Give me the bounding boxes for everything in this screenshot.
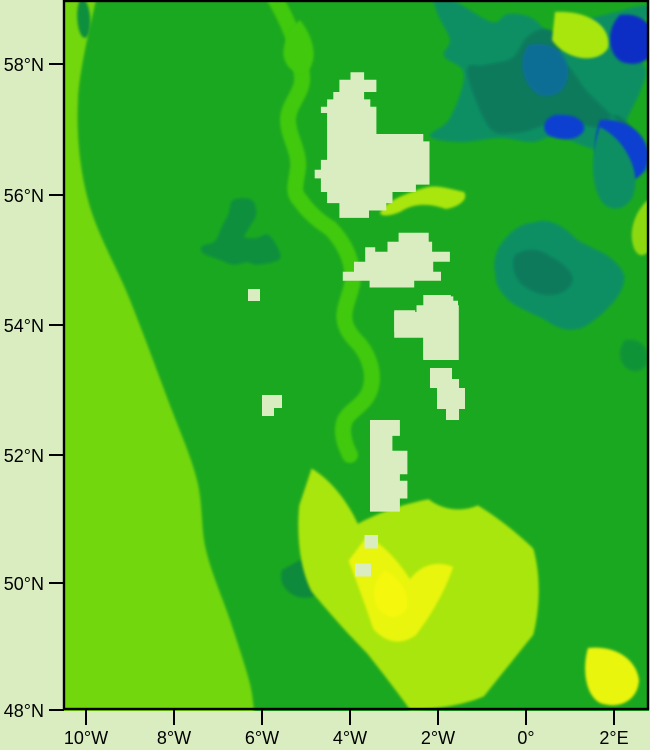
svg-text:4°W: 4°W [333, 728, 367, 748]
svg-text:10°W: 10°W [64, 728, 108, 748]
svg-text:8°W: 8°W [157, 728, 191, 748]
svg-text:54°N: 54°N [4, 316, 44, 336]
svg-text:58°N: 58°N [4, 55, 44, 75]
svg-text:2°E: 2°E [599, 728, 628, 748]
svg-text:2°W: 2°W [421, 728, 455, 748]
svg-text:52°N: 52°N [4, 446, 44, 466]
svg-text:50°N: 50°N [4, 574, 44, 594]
svg-text:48°N: 48°N [4, 701, 44, 721]
svg-text:0°: 0° [517, 728, 534, 748]
svg-text:6°W: 6°W [245, 728, 279, 748]
svg-text:56°N: 56°N [4, 186, 44, 206]
